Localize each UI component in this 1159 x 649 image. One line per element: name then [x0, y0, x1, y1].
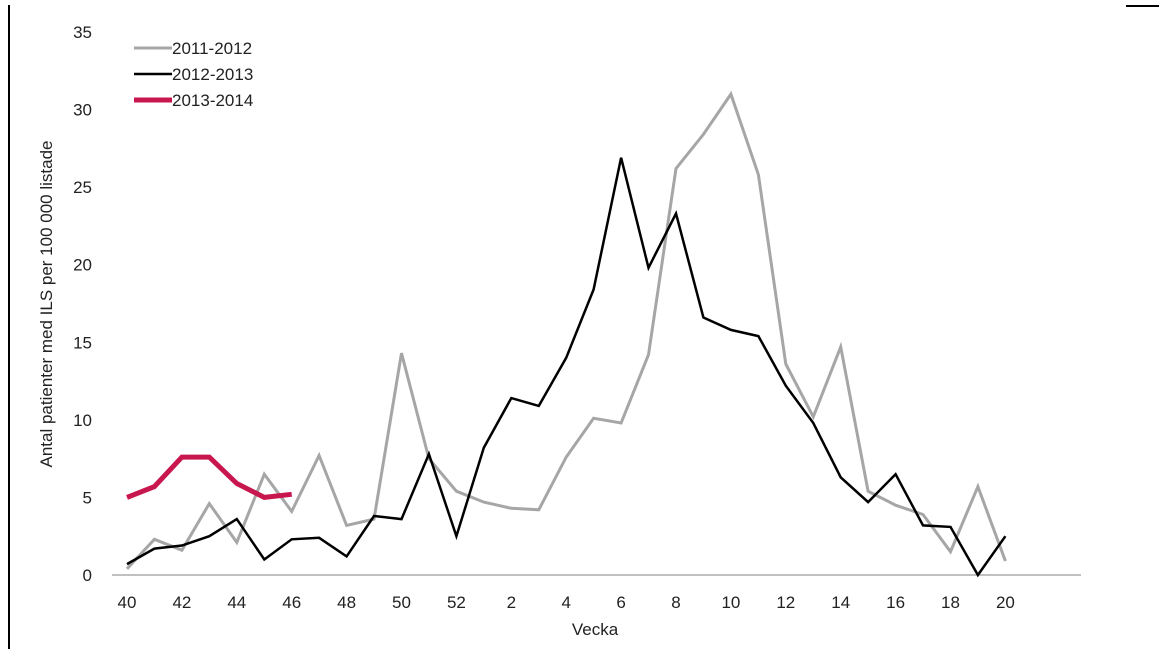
y-axis-title: Antal patienter med ILS per 100 000 list… — [37, 141, 56, 468]
y-tick-label: 5 — [83, 488, 92, 507]
x-tick-label: 6 — [616, 593, 625, 612]
top-border — [0, 0, 1159, 8]
x-tick-label: 12 — [776, 593, 795, 612]
legend: 2011-2012 2012-2013 2013-2014 — [134, 39, 253, 110]
x-tick-label: 52 — [447, 593, 466, 612]
x-tick-label: 50 — [392, 593, 411, 612]
series-line-2011-2012 — [125, 90, 1007, 570]
series-lines — [125, 90, 1007, 578]
x-tick-label: 14 — [831, 593, 850, 612]
legend-label: 2011-2012 — [172, 39, 252, 58]
y-axis-ticks: 0 5 10 15 20 25 30 35 — [73, 23, 92, 585]
y-tick-label: 10 — [73, 411, 92, 430]
x-tick-label: 18 — [941, 593, 960, 612]
x-tick-label: 2 — [507, 593, 516, 612]
x-tick-label: 44 — [227, 593, 246, 612]
x-tick-label: 4 — [561, 593, 570, 612]
legend-label: 2013-2014 — [172, 91, 253, 110]
top-border-line — [1126, 5, 1159, 7]
y-tick-label: 35 — [73, 23, 92, 42]
x-tick-label: 48 — [337, 593, 356, 612]
x-tick-label: 42 — [172, 593, 191, 612]
y-tick-label: 0 — [83, 566, 92, 585]
x-tick-label: 16 — [886, 593, 905, 612]
left-border-line — [8, 5, 10, 649]
x-tick-label: 46 — [282, 593, 301, 612]
series-line-2013-2014 — [126, 454, 292, 500]
y-tick-label: 25 — [73, 178, 92, 197]
x-axis-title: Vecka — [572, 620, 619, 639]
x-tick-label: 20 — [996, 593, 1015, 612]
x-tick-label: 40 — [118, 593, 137, 612]
y-tick-label: 15 — [73, 333, 92, 352]
legend-label: 2012-2013 — [172, 65, 253, 84]
y-tick-label: 30 — [73, 101, 92, 120]
x-tick-label: 10 — [721, 593, 740, 612]
x-axis-ticks: 40 42 44 46 48 50 52 2 4 6 8 10 12 14 16 18 20 — [118, 593, 1015, 612]
x-tick-label: 8 — [671, 593, 680, 612]
y-tick-label: 20 — [73, 256, 92, 275]
series-line-2012-2013 — [126, 157, 1007, 578]
